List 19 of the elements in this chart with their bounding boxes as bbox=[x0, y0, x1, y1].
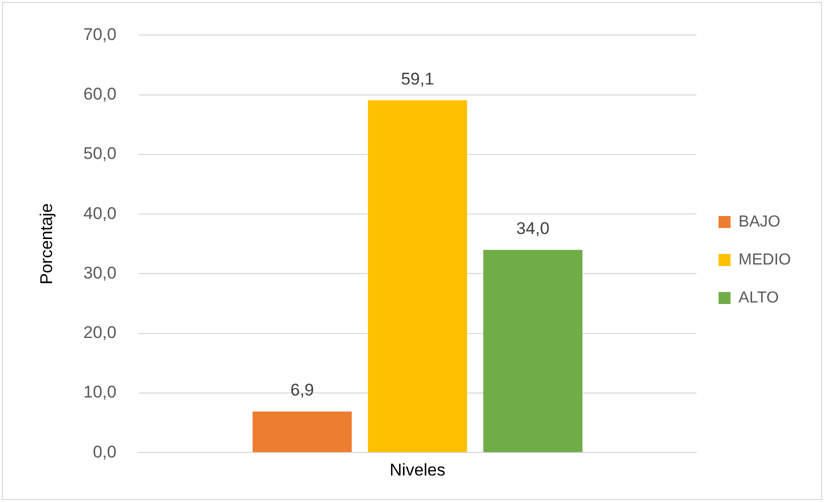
y-tick-label: 0,0 bbox=[92, 442, 116, 462]
y-tick-label: 20,0 bbox=[83, 323, 116, 342]
data-label: 34,0 bbox=[516, 219, 550, 238]
bar bbox=[368, 100, 468, 452]
legend-label: ALTO bbox=[738, 289, 779, 306]
y-tick-label: 30,0 bbox=[83, 263, 116, 282]
y-axis-title: Porcentaje bbox=[36, 203, 56, 285]
y-tick-label: 10,0 bbox=[83, 382, 116, 402]
y-tick-label: 50,0 bbox=[83, 144, 116, 164]
legend-label: BAJO bbox=[738, 213, 780, 230]
y-tick-label: 60,0 bbox=[83, 84, 116, 104]
y-tick-label: 70,0 bbox=[83, 24, 116, 44]
data-label: 59,1 bbox=[400, 69, 434, 88]
data-label: 6,9 bbox=[290, 380, 314, 400]
y-tick-label: 40,0 bbox=[83, 204, 116, 223]
legend-label: MEDIO bbox=[738, 251, 792, 268]
x-tick-label: Niveles bbox=[390, 460, 446, 480]
bar bbox=[252, 411, 352, 452]
bar bbox=[483, 250, 582, 452]
